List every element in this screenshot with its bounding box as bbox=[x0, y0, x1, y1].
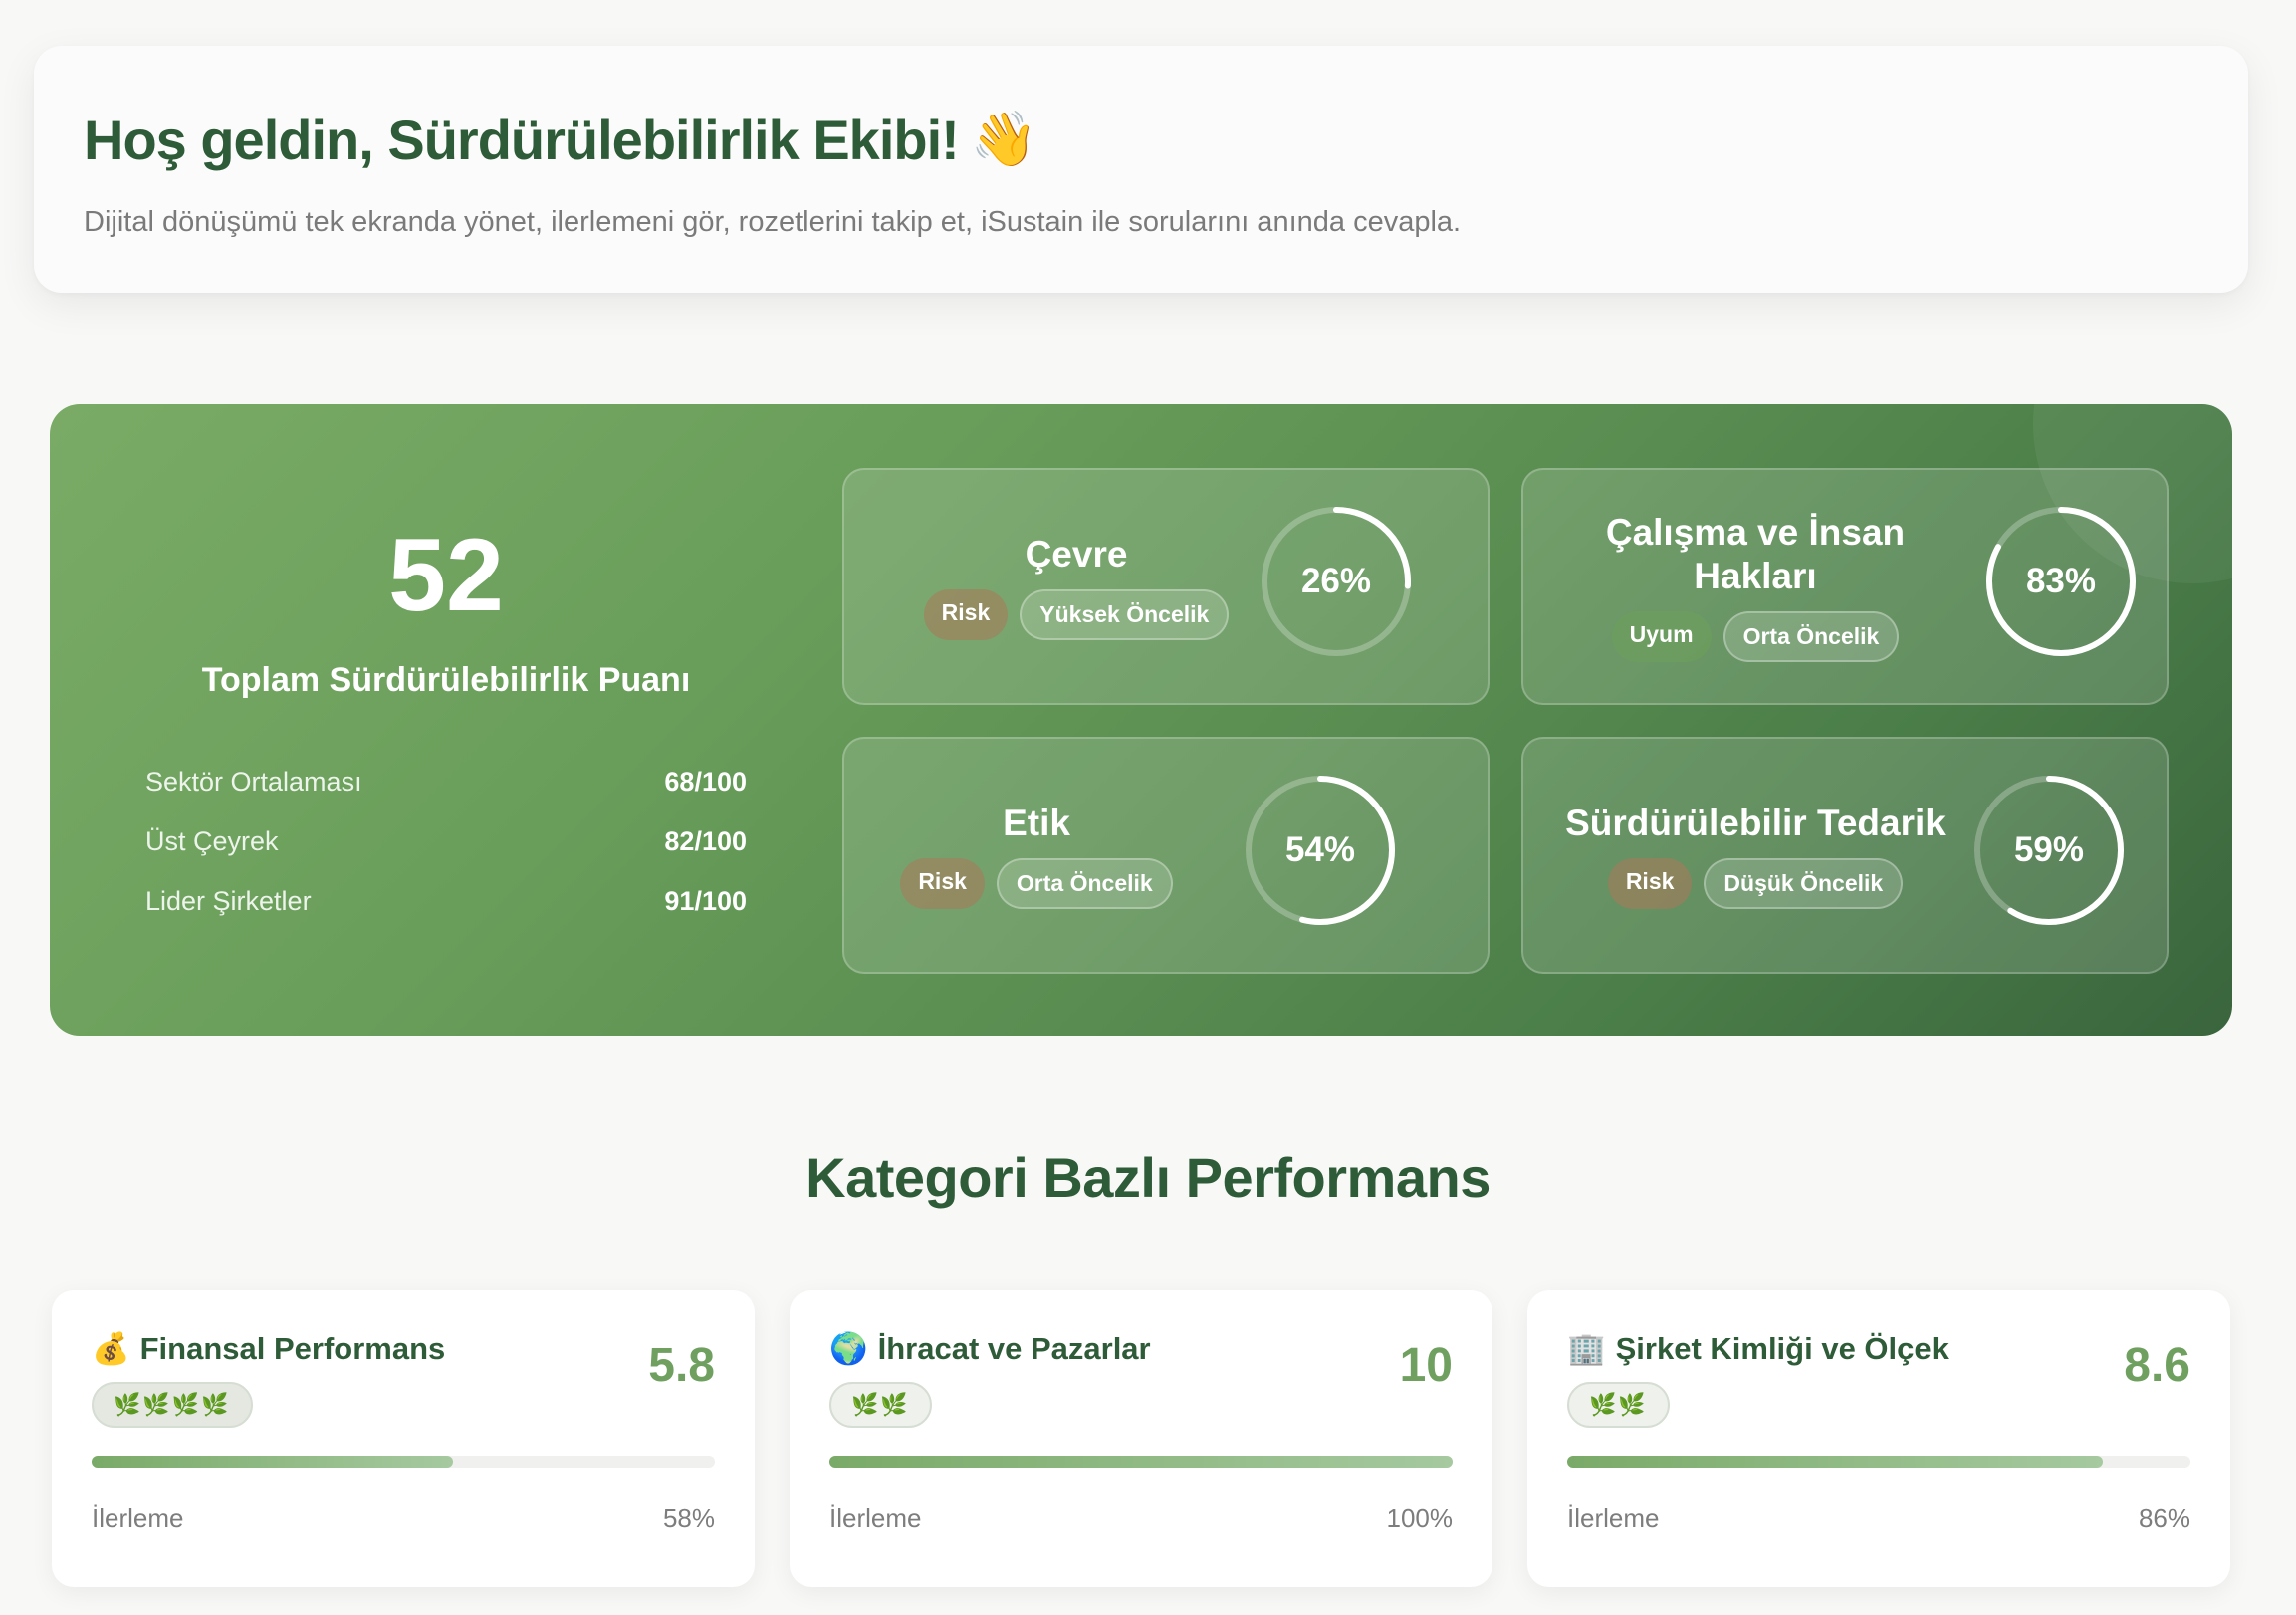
leaf-rating-badge: 🌿🌿 bbox=[1567, 1382, 1670, 1428]
priority-badge: Orta Öncelik bbox=[1722, 611, 1900, 663]
progress-percent: 100% bbox=[1386, 1503, 1454, 1533]
performance-card-ihracat[interactable]: 🌍 İhracat ve Pazarlar 10 🌿🌿 İlerleme 100… bbox=[790, 1290, 1492, 1587]
category-info: Çevre Risk Yüksek Öncelik bbox=[872, 470, 1280, 703]
ring-percent: 54% bbox=[1284, 830, 1356, 869]
category-info: Çalışma ve İnsan Hakları Uyum Orta Öncel… bbox=[1551, 470, 1959, 703]
ring-percent: 59% bbox=[2013, 830, 2085, 869]
progress-label: İlerleme bbox=[829, 1503, 922, 1533]
benchmark-row: Sektör Ortalaması 68/100 bbox=[145, 752, 747, 811]
progress-label: İlerleme bbox=[1567, 1503, 1660, 1533]
priority-badge: Yüksek Öncelik bbox=[1020, 589, 1230, 641]
leaf-rating-badge: 🌿🌿🌿🌿 bbox=[92, 1382, 253, 1428]
total-score-value: 52 bbox=[388, 518, 504, 633]
performance-card-finansal[interactable]: 💰 Finansal Performans 5.8 🌿🌿🌿🌿 İlerleme … bbox=[52, 1290, 755, 1587]
progress-ring: 83% bbox=[1983, 504, 2139, 659]
benchmark-label: Lider Şirketler bbox=[145, 885, 312, 916]
leaf-rating-badge: 🌿🌿 bbox=[829, 1382, 932, 1428]
performance-score: 10 bbox=[1399, 1339, 1453, 1392]
category-tags: Risk Yüksek Öncelik bbox=[923, 589, 1230, 641]
progress-percent: 58% bbox=[662, 1503, 715, 1533]
benchmark-value: 91/100 bbox=[664, 885, 747, 916]
category-title: Etik bbox=[1003, 802, 1070, 843]
waving-hand-icon: 👋 bbox=[970, 110, 1037, 169]
category-info: Sürdürülebilir Tedarik Risk Düşük Önceli… bbox=[1551, 739, 1959, 972]
progress-bar bbox=[92, 1456, 715, 1468]
money-bag-icon: 💰 bbox=[92, 1331, 130, 1366]
ring-arc bbox=[1974, 776, 2124, 925]
progress-ring: 26% bbox=[1259, 504, 1414, 659]
ring-percent: 26% bbox=[1300, 562, 1372, 600]
status-badge: Risk bbox=[1607, 858, 1693, 910]
total-score-label: Toplam Sürdürülebilirlik Puanı bbox=[201, 661, 691, 699]
benchmark-row: Lider Şirketler 91/100 bbox=[145, 871, 747, 931]
benchmark-label: Sektör Ortalaması bbox=[145, 766, 362, 797]
status-badge: Uyum bbox=[1611, 611, 1712, 663]
performance-card-header: 🏢 Şirket Kimliği ve Ölçek bbox=[1567, 1330, 1949, 1367]
performance-card-header: 🌍 İhracat ve Pazarlar bbox=[829, 1330, 1151, 1367]
performance-card-header: 💰 Finansal Performans bbox=[92, 1330, 445, 1367]
performance-card-title: Şirket Kimliği ve Ölçek bbox=[1615, 1330, 1949, 1366]
welcome-title-text: Hoş geldin, Sürdürülebilirlik Ekibi! bbox=[84, 109, 960, 171]
category-card-etik[interactable]: Etik Risk Orta Öncelik 54% bbox=[842, 737, 1490, 974]
progress-label: İlerleme bbox=[92, 1503, 184, 1533]
progress-footer: İlerleme 86% bbox=[1567, 1503, 2190, 1534]
progress-bar-fill bbox=[92, 1456, 454, 1468]
benchmark-label: Üst Çeyrek bbox=[145, 825, 279, 856]
category-tags: Risk Düşük Öncelik bbox=[1607, 858, 1904, 910]
progress-percent: 86% bbox=[2138, 1503, 2190, 1533]
benchmark-row: Üst Çeyrek 82/100 bbox=[145, 811, 747, 871]
performance-card-title: İhracat ve Pazarlar bbox=[877, 1330, 1151, 1366]
ring-arc bbox=[1246, 776, 1395, 925]
category-card-calisma-ve-insan-haklari[interactable]: Çalışma ve İnsan Hakları Uyum Orta Öncel… bbox=[1521, 468, 2169, 705]
progress-ring: 59% bbox=[1971, 773, 2127, 928]
category-tags: Uyum Orta Öncelik bbox=[1611, 611, 1900, 663]
total-score-block: 52 Toplam Sürdürülebilirlik Puanı Sektör… bbox=[145, 524, 747, 931]
priority-badge: Orta Öncelik bbox=[996, 858, 1173, 910]
category-card-surdurulebilir-tedarik[interactable]: Sürdürülebilir Tedarik Risk Düşük Önceli… bbox=[1521, 737, 2169, 974]
benchmark-value: 68/100 bbox=[664, 766, 747, 797]
status-badge: Risk bbox=[923, 589, 1009, 641]
status-badge: Risk bbox=[900, 858, 985, 910]
progress-bar-fill bbox=[829, 1456, 1453, 1468]
welcome-subtitle: Dijital dönüşümü tek ekranda yönet, iler… bbox=[84, 206, 1462, 238]
priority-badge: Düşük Öncelik bbox=[1704, 858, 1904, 910]
progress-footer: İlerleme 58% bbox=[92, 1503, 715, 1534]
progress-footer: İlerleme 100% bbox=[829, 1503, 1453, 1534]
globe-icon: 🌍 bbox=[829, 1331, 868, 1366]
ring-percent: 83% bbox=[2025, 562, 2097, 600]
progress-bar bbox=[1567, 1456, 2190, 1468]
progress-bar bbox=[829, 1456, 1453, 1468]
office-building-icon: 🏢 bbox=[1567, 1331, 1606, 1366]
performance-card-sirket-kimligi[interactable]: 🏢 Şirket Kimliği ve Ölçek 8.6 🌿🌿 İlerlem… bbox=[1527, 1290, 2230, 1587]
category-card-cevre[interactable]: Çevre Risk Yüksek Öncelik 26% bbox=[842, 468, 1490, 705]
performance-card-title: Finansal Performans bbox=[139, 1330, 446, 1366]
category-title: Çevre bbox=[1025, 533, 1128, 575]
progress-ring: 54% bbox=[1243, 773, 1398, 928]
welcome-card: Hoş geldin, Sürdürülebilirlik Ekibi! 👋 D… bbox=[34, 46, 2248, 293]
performance-score: 5.8 bbox=[648, 1339, 715, 1392]
ring-arc bbox=[1262, 507, 1411, 656]
category-tags: Risk Orta Öncelik bbox=[900, 858, 1173, 910]
category-info: Etik Risk Orta Öncelik bbox=[872, 739, 1201, 972]
benchmark-list: Sektör Ortalaması 68/100 Üst Çeyrek 82/1… bbox=[145, 752, 747, 931]
category-title: Sürdürülebilir Tedarik bbox=[1565, 802, 1946, 843]
sustainability-overview-panel: 52 Toplam Sürdürülebilirlik Puanı Sektör… bbox=[50, 404, 2232, 1036]
benchmark-value: 82/100 bbox=[664, 825, 747, 856]
category-title: Çalışma ve İnsan Hakları bbox=[1605, 511, 1906, 596]
section-title: Kategori Bazlı Performans bbox=[805, 1146, 1491, 1209]
progress-bar-fill bbox=[1567, 1456, 2104, 1468]
performance-score: 8.6 bbox=[2124, 1339, 2190, 1392]
welcome-title: Hoş geldin, Sürdürülebilirlik Ekibi! 👋 bbox=[84, 108, 2198, 172]
